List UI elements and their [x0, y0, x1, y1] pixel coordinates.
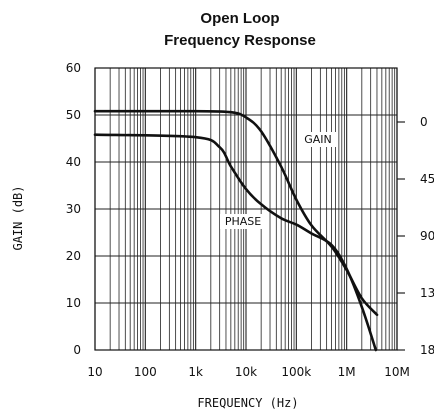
y-tick-label-right: 45: [420, 172, 434, 186]
y-tick-label-left: 60: [66, 61, 81, 75]
x-tick-label: 100k: [281, 365, 311, 379]
x-tick-label: 1k: [188, 365, 203, 379]
chart-title-line-1: Open Loop: [200, 10, 279, 27]
series-line-phase: [93, 133, 378, 352]
x-tick-label: 10: [87, 365, 102, 379]
grid: [94, 67, 405, 351]
y-axis-label-left: GAIN (dB): [11, 185, 25, 250]
y-tick-label-right: 90: [420, 229, 434, 243]
annotation-phase: PHASE: [225, 215, 261, 228]
y-tick-label-right: 180: [420, 343, 434, 357]
y-tick-label-left: 10: [66, 296, 81, 310]
x-tick-label: 10M: [384, 365, 410, 379]
annotation-background: [220, 214, 266, 229]
x-tick-label: 10k: [235, 365, 257, 379]
series-layer: [93, 109, 379, 352]
y-tick-label-left: 50: [66, 108, 81, 122]
y-tick-label-left: 0: [73, 343, 81, 357]
x-tick-label: 100: [134, 365, 157, 379]
y-tick-label-left: 30: [66, 202, 81, 216]
y-tick-label-left: 20: [66, 249, 81, 263]
x-axis-label: FREQUENCY (Hz): [197, 396, 298, 410]
y-tick-label-left: 40: [66, 155, 81, 169]
annotation-gain: GAIN: [304, 133, 332, 146]
x-tick-label: 1M: [338, 365, 356, 379]
annotation-background: [299, 132, 337, 147]
chart-title-line-2: Frequency Response: [164, 32, 316, 49]
y-tick-label-right: 0: [420, 115, 428, 129]
plot-frame: [94, 67, 398, 351]
y-tick-label-right: 135: [420, 286, 434, 300]
text-layer: Open Loop Frequency Response FREQUENCY (…: [11, 10, 434, 410]
